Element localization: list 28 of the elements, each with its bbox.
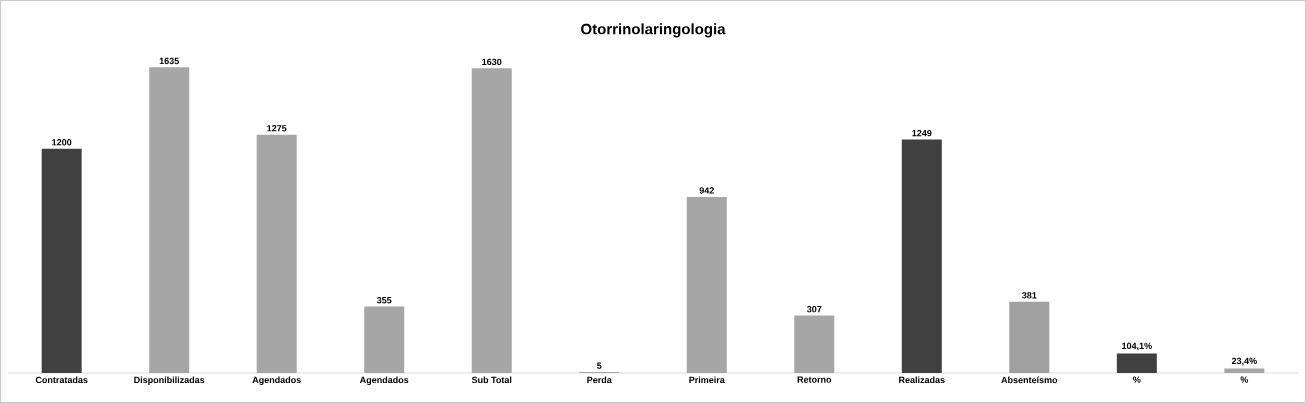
x-tick-label: % <box>1133 376 1141 383</box>
data-label: 355 <box>376 297 392 304</box>
data-label: 1275 <box>267 125 287 132</box>
x-tick-label: Agendados <box>359 376 409 385</box>
data-label: 381 <box>1022 292 1037 299</box>
data-label: 1635 <box>159 57 179 65</box>
data-label: 942 <box>699 187 714 194</box>
x-tick-label: Absenteísmo <box>1001 376 1058 384</box>
x-tick-label: Retorno <box>797 376 832 383</box>
x-tick-label: Sub Total <box>471 376 512 384</box>
chart-title: Otorrinolaringologia <box>581 23 726 38</box>
bar <box>41 148 82 374</box>
x-tick-label: Contratadas <box>35 376 88 384</box>
bar <box>901 139 942 374</box>
data-label: 1630 <box>482 58 502 66</box>
x-tick-label: Perda <box>587 376 612 384</box>
bar <box>1116 353 1157 374</box>
x-tick-label: Realizadas <box>899 376 945 384</box>
data-label: 23,4% <box>1231 357 1257 366</box>
data-label: 5 <box>597 362 602 369</box>
x-tick-label: Disponibilizadas <box>134 376 205 385</box>
data-label: 1249 <box>912 129 932 137</box>
x-tick-label: Primeira <box>689 376 725 384</box>
data-label: 104,1% <box>1122 342 1152 351</box>
x-tick-label: % <box>1240 376 1249 383</box>
x-tick-label: Agendados <box>252 376 301 385</box>
data-label: 1200 <box>52 139 72 146</box>
data-label: 307 <box>806 306 822 313</box>
